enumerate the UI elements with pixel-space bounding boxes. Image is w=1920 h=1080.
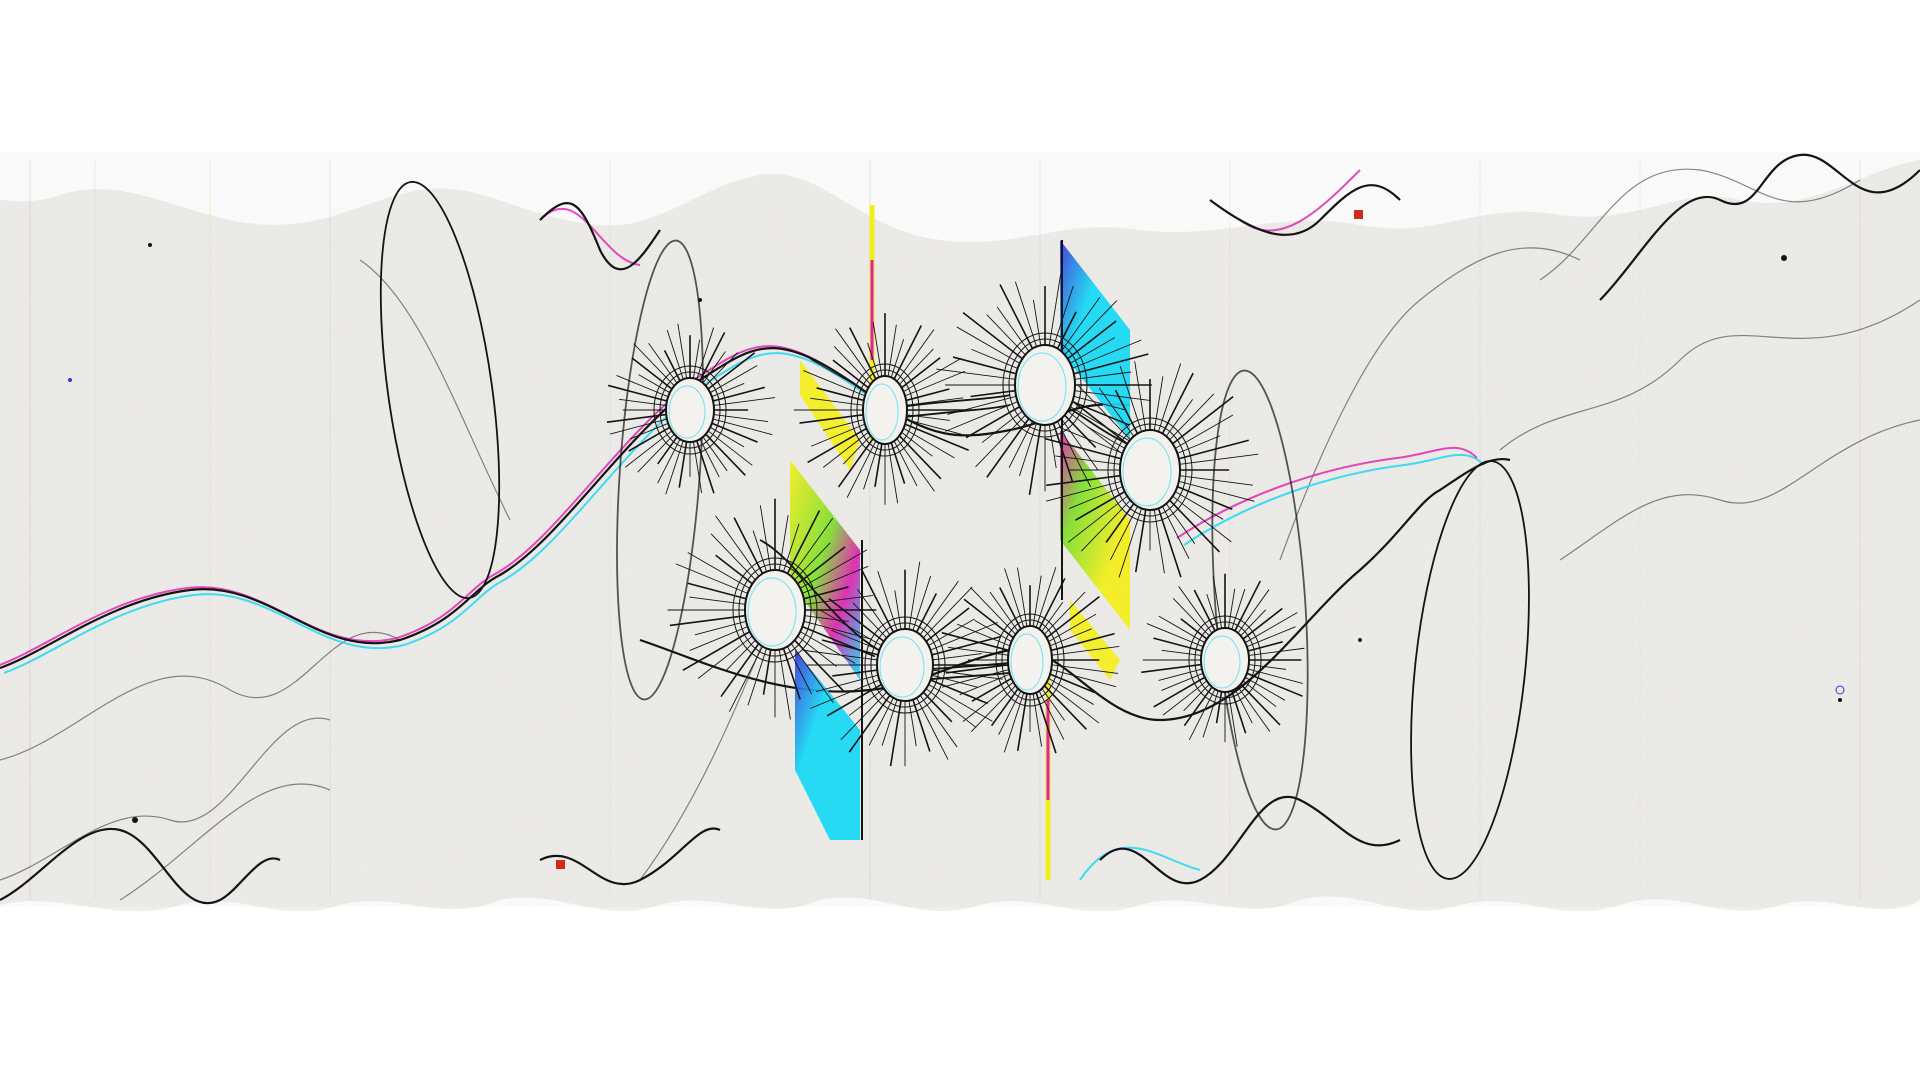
spectrum-ribbon-3 [795, 650, 860, 840]
ellipse-left-2 [616, 239, 704, 701]
burst-motif [793, 313, 973, 505]
burst-motif [1141, 573, 1305, 747]
spectrum-ribbon-1 [790, 460, 860, 680]
burst-motif [1044, 361, 1259, 578]
burst-motif [667, 498, 877, 720]
ellipse-right [1410, 460, 1530, 880]
ellipse-loops [379, 181, 1530, 880]
ellipse-right-2 [1211, 369, 1309, 831]
spectrum-ribbon-5 [1060, 430, 1130, 630]
wave-line-left [0, 347, 1131, 670]
burst-motifs [606, 274, 1305, 767]
wave-line-bottom [1099, 795, 1401, 885]
burst-motif [802, 561, 1008, 767]
wave-line-top-left [539, 202, 661, 271]
spectrum-ribbon-6 [1070, 600, 1120, 680]
spectrum-ribbon-4 [1060, 240, 1130, 440]
spectrum-ribbons [790, 205, 1130, 880]
wave-line-far-right [1599, 153, 1920, 301]
burst-motif [936, 274, 1152, 496]
main-wave-lines [0, 153, 1920, 905]
red-speck-1 [1354, 210, 1363, 219]
wave-line-right [639, 457, 1511, 722]
specks [68, 210, 1845, 869]
wave-line-top-right [1209, 184, 1401, 236]
wave-line-bottom-mid [539, 827, 721, 886]
spectrum-ribbon-2 [800, 360, 860, 470]
red-speck-2 [556, 860, 565, 869]
wave-line-far-left [0, 827, 281, 905]
burst-motif [606, 323, 776, 495]
ellipse-left [379, 181, 501, 599]
burst-motif [941, 566, 1120, 754]
paper-band [0, 152, 1920, 912]
